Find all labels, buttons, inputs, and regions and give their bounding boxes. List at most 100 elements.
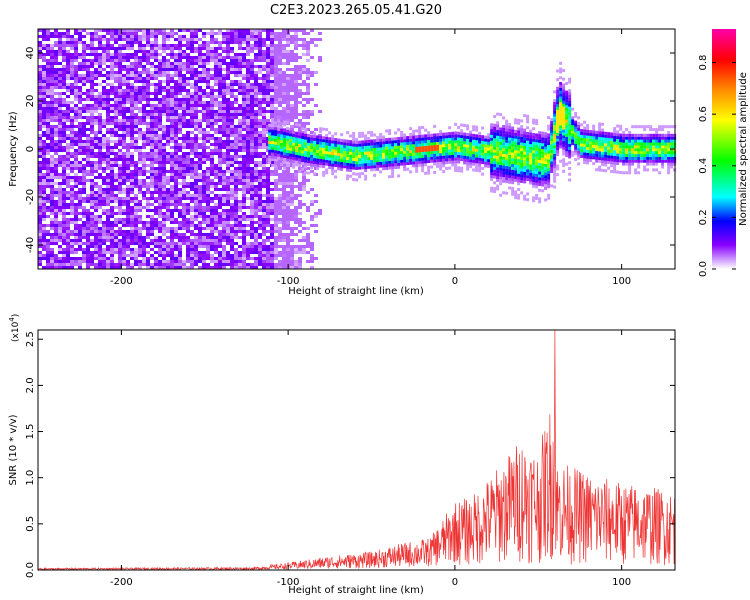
spectrogram-cell	[174, 119, 178, 122]
spectrogram-cell	[142, 53, 146, 56]
spectrogram-cell	[170, 56, 174, 59]
spectrogram-cell	[254, 80, 258, 83]
spectrogram-cell	[302, 125, 306, 128]
spectrogram-cell	[74, 113, 78, 116]
spectrogram-cell	[86, 179, 90, 182]
spectrogram-cell	[130, 251, 134, 254]
spectrogram-cell	[222, 80, 226, 83]
spectrogram-cell	[186, 221, 190, 224]
spectrogram-cell	[283, 146, 287, 150]
spectrogram-cell	[174, 38, 178, 41]
spectrogram-cell	[38, 35, 42, 38]
spectrogram-cell	[286, 182, 290, 185]
spectrogram-cell	[270, 257, 274, 260]
spectrogram-cell	[142, 29, 146, 32]
spectrogram-cell	[222, 158, 226, 161]
spectrogram-cell	[142, 122, 146, 125]
spectrogram-cell	[178, 116, 182, 119]
spectrogram-cell	[58, 92, 62, 95]
spectrogram-cell	[198, 119, 202, 122]
spectrogram-cell	[82, 107, 86, 110]
spectrogram-cell	[182, 110, 186, 113]
spectrogram-cell	[322, 144, 326, 148]
spectrogram-cell	[301, 153, 305, 157]
spectrogram-cell	[118, 254, 122, 257]
spectrogram-cell	[278, 92, 282, 95]
spectrogram-cell	[230, 113, 234, 116]
spectrogram-cell	[202, 182, 206, 185]
spectrogram-cell	[214, 56, 218, 59]
spectrogram-cell	[146, 92, 150, 95]
spectrogram-cell	[90, 86, 94, 89]
spectrogram-cell	[90, 161, 94, 164]
spectrogram-cell	[258, 236, 262, 239]
spectrogram-cell	[110, 158, 114, 161]
spectrogram-cell	[162, 218, 166, 221]
spectrogram-cell	[238, 107, 242, 110]
spectrogram-cell	[246, 35, 250, 38]
spectrogram-cell	[146, 86, 150, 89]
spectrogram-cell	[158, 188, 162, 191]
spectrogram-cell	[86, 218, 90, 221]
spectrogram-cell	[234, 233, 238, 236]
spectrogram-cell	[234, 98, 238, 101]
spectrogram-cell	[298, 113, 302, 116]
spectrogram-cell	[158, 164, 162, 167]
spectrogram-cell	[286, 170, 290, 173]
spectrogram-cell	[74, 32, 78, 35]
spectrogram-cell	[246, 122, 250, 125]
spectrogram-cell	[198, 53, 202, 56]
spectrogram-cell	[42, 134, 46, 137]
spectrogram-cell	[158, 113, 162, 116]
spectrogram-cell	[352, 152, 356, 156]
spectrogram-cell	[186, 92, 190, 95]
spectrogram-cell	[42, 248, 46, 251]
spectrogram-cell	[274, 200, 278, 203]
spectrogram-cell	[114, 188, 118, 191]
spectrogram-cell	[74, 107, 78, 110]
spectrogram-cell	[242, 59, 246, 62]
spectrogram-cell	[182, 155, 186, 158]
spectrogram-cell	[42, 107, 46, 110]
spectrogram-cell	[54, 233, 58, 236]
spectrogram-cell	[361, 131, 365, 135]
spectrogram-cell	[258, 50, 262, 53]
spectrogram-cell	[262, 95, 266, 98]
spectrogram-cell	[130, 197, 134, 200]
spectrogram-cell	[42, 131, 46, 134]
spectrogram-cell	[38, 224, 42, 227]
spectrogram-cell	[182, 236, 186, 239]
spectrogram-cell	[270, 116, 274, 119]
spectrogram-cell	[278, 236, 282, 239]
spectrogram-cell	[278, 113, 282, 116]
spectrogram-cell	[222, 110, 226, 113]
spectrogram-cell	[280, 131, 284, 135]
spectrogram-cell	[226, 32, 230, 35]
spectrogram-cell	[42, 89, 46, 92]
spectrogram-cell	[306, 89, 310, 92]
spectrogram-cell	[210, 134, 214, 137]
spectrogram-cell	[242, 218, 246, 221]
spectrogram-cell	[242, 251, 246, 254]
spectrogram-cell	[230, 47, 234, 50]
spectrogram-cell	[74, 236, 78, 239]
spectrogram-cell	[110, 251, 114, 254]
spectrogram-cell	[130, 125, 134, 128]
spectrogram-cell	[242, 137, 246, 140]
spectrogram-cell	[170, 53, 174, 56]
spectrogram-cell	[174, 98, 178, 101]
spectrogram-cell	[182, 74, 186, 77]
spectrogram-cell	[154, 128, 158, 131]
spectrogram-cell	[178, 77, 182, 80]
spectrogram-cell	[274, 236, 278, 239]
spectrogram-cell	[130, 200, 134, 203]
spectrogram-cell	[182, 65, 186, 68]
spectrogram-cell	[307, 142, 311, 146]
spectrogram-cell	[174, 47, 178, 50]
spectrogram-cell	[42, 236, 46, 239]
spectrogram-cell	[122, 122, 126, 125]
spectrogram-cell	[258, 119, 262, 122]
spectrogram-cell	[186, 89, 190, 92]
spectrogram-cell	[286, 251, 290, 254]
spectrogram-cell	[38, 122, 42, 125]
